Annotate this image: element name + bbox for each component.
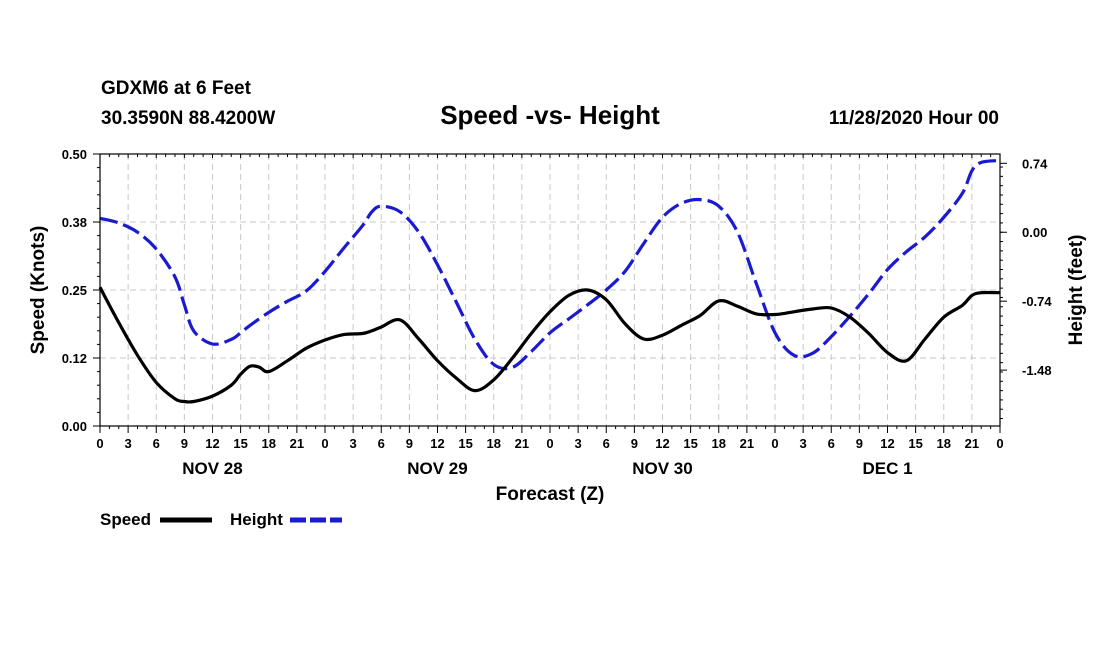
x-tick-label: 12: [655, 436, 669, 451]
day-label: DEC 1: [862, 459, 912, 478]
gridlines: [100, 154, 1000, 426]
y-axis-title: Speed (Knots): [28, 226, 49, 355]
y-tick-label: 0.00: [62, 419, 87, 434]
y-tick-label: 0.50: [62, 147, 87, 162]
coordinates-label: 30.3590N 88.4200W: [101, 108, 275, 129]
x-tick-label: 21: [290, 436, 304, 451]
x-tick-label: 15: [233, 436, 247, 451]
x-tick-label: 6: [378, 436, 385, 451]
x-tick-label: 0: [771, 436, 778, 451]
day-label: NOV 29: [407, 459, 467, 478]
chart-title: Speed -vs- Height: [440, 100, 660, 130]
x-tick-label: 0: [96, 436, 103, 451]
speed-series-line: [98, 286, 1001, 404]
x-tick-label: 21: [515, 436, 529, 451]
x-axis-title: Forecast (Z): [496, 484, 605, 505]
height-series-line: [99, 158, 1001, 371]
x-tick-label: 12: [205, 436, 219, 451]
x-tick-label: 18: [712, 436, 726, 451]
x-tick-label: 18: [937, 436, 951, 451]
x-tick-label: 3: [575, 436, 582, 451]
y2-tick-label: -1.48: [1022, 363, 1052, 378]
x-tick-label: 6: [603, 436, 610, 451]
y2-tick-label: -0.74: [1022, 294, 1052, 309]
x-tick-label: 3: [800, 436, 807, 451]
x-tick-label: 9: [181, 436, 188, 451]
x-tick-label: 6: [153, 436, 160, 451]
series-lines: [98, 158, 1001, 404]
x-tick-label: 15: [458, 436, 472, 451]
y-tick-label: 0.38: [62, 215, 87, 230]
x-tick-label: 15: [683, 436, 697, 451]
x-tick-label: 6: [828, 436, 835, 451]
x-tick-label: 9: [856, 436, 863, 451]
y2-axis-title: Height (feet): [1066, 235, 1087, 346]
x-tick-label: 9: [406, 436, 413, 451]
y2-tick-label: 0.74: [1022, 156, 1048, 171]
forecast-datetime: 11/28/2020 Hour 00: [829, 108, 999, 129]
x-tick-label: 0: [546, 436, 553, 451]
station-label: GDXM6 at 6 Feet: [101, 78, 252, 99]
legend: Speed Height: [100, 510, 342, 529]
x-tick-label: 12: [880, 436, 894, 451]
x-tick-label: 3: [350, 436, 357, 451]
x-tick-label: 0: [321, 436, 328, 451]
legend-speed-label: Speed: [100, 510, 151, 529]
x-tick-label: 18: [487, 436, 501, 451]
x-tick-label: 15: [908, 436, 922, 451]
legend-height-label: Height: [230, 510, 283, 529]
x-tick-label: 0: [996, 436, 1003, 451]
x-tick-label: 9: [631, 436, 638, 451]
day-label: NOV 30: [632, 459, 692, 478]
y-tick-label: 0.12: [62, 351, 87, 366]
axes: 0 3 6 9 12 15 18 21 0 3 6 9 12 15 18 21 0 3 6 9 12 15 18 21 0 3 6 9…: [62, 147, 1053, 478]
x-tick-label: 18: [262, 436, 276, 451]
x-tick-label: 3: [125, 436, 132, 451]
day-label: NOV 28: [182, 459, 242, 478]
y2-tick-label: 0.00: [1022, 225, 1047, 240]
x-tick-label: 12: [430, 436, 444, 451]
y-tick-label: 0.25: [62, 283, 87, 298]
x-tick-label: 21: [740, 436, 754, 451]
x-tick-label: 21: [965, 436, 979, 451]
